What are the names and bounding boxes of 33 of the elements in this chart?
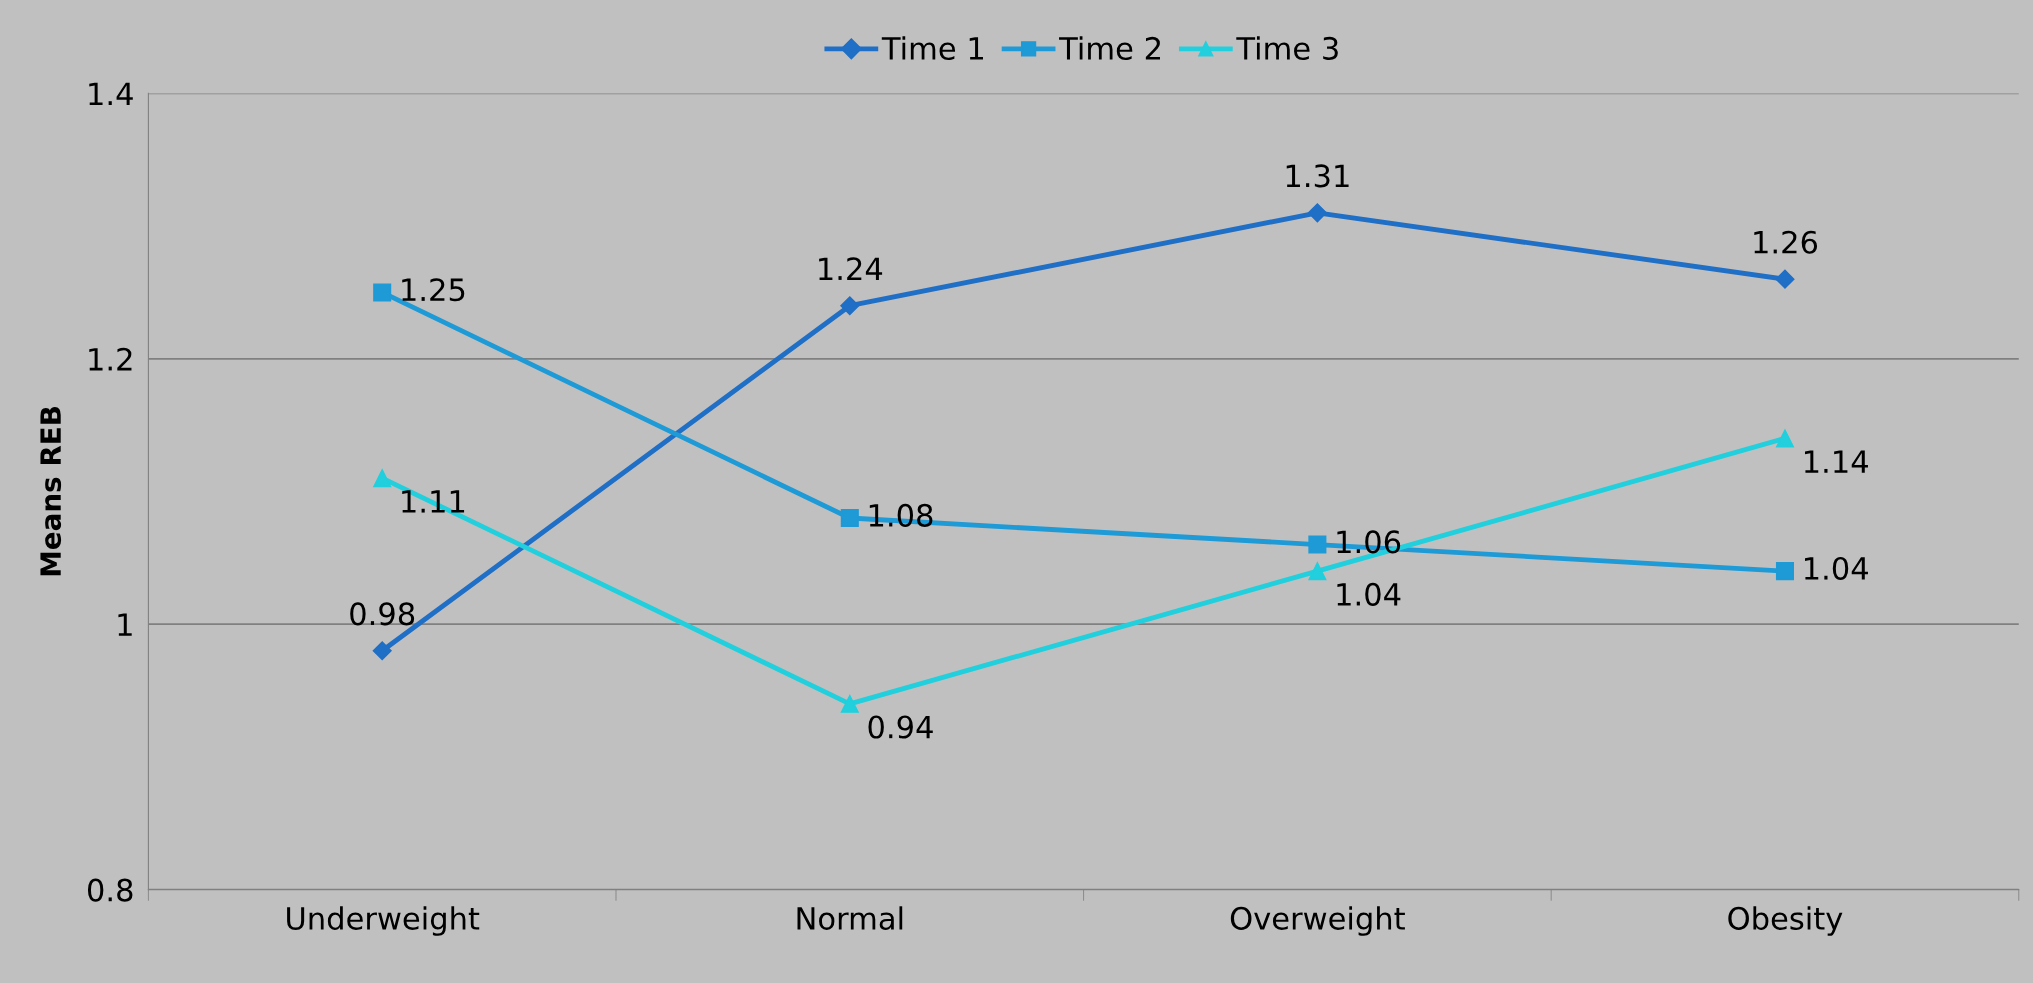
point (840, 296, 860, 316)
y-tick-label: 1.4 (89, 82, 133, 105)
x-tick-label: Normal (797, 906, 903, 930)
point (373, 283, 392, 302)
point (1775, 562, 1795, 581)
data-label: 1.04 (1805, 556, 1868, 580)
point (1775, 269, 1795, 289)
y-tick-label: 1 (118, 613, 132, 636)
legend-label: Time 3 (1236, 36, 1338, 60)
data-label: 1.04 (1337, 582, 1401, 606)
data-label: 1.26 (1754, 230, 1818, 254)
point (840, 694, 859, 713)
data-label: 1.31 (1286, 164, 1349, 188)
legend-label: Time 1 (881, 36, 983, 60)
y-tick-label: 1.2 (89, 347, 132, 371)
data-label: 0.98 (350, 602, 415, 626)
legend-label: Time 2 (1059, 36, 1160, 60)
point (372, 641, 392, 661)
point (1308, 562, 1327, 581)
x-tick-label: Underweight (287, 906, 480, 936)
y-tick-label: 0.8 (87, 878, 133, 902)
data-label: 1.25 (402, 278, 465, 302)
point (1307, 203, 1327, 223)
x-tick-label: Overweight (1230, 906, 1405, 936)
data-label: 1.24 (819, 257, 883, 280)
point (840, 509, 859, 528)
y-axis-title: Means REB (40, 407, 62, 576)
point (1308, 535, 1327, 554)
x-tick-label: Obesity (1728, 906, 1843, 936)
point (373, 469, 392, 488)
data-label: 0.94 (868, 715, 933, 739)
point (1775, 429, 1795, 448)
data-label: 1.14 (1805, 450, 1868, 473)
